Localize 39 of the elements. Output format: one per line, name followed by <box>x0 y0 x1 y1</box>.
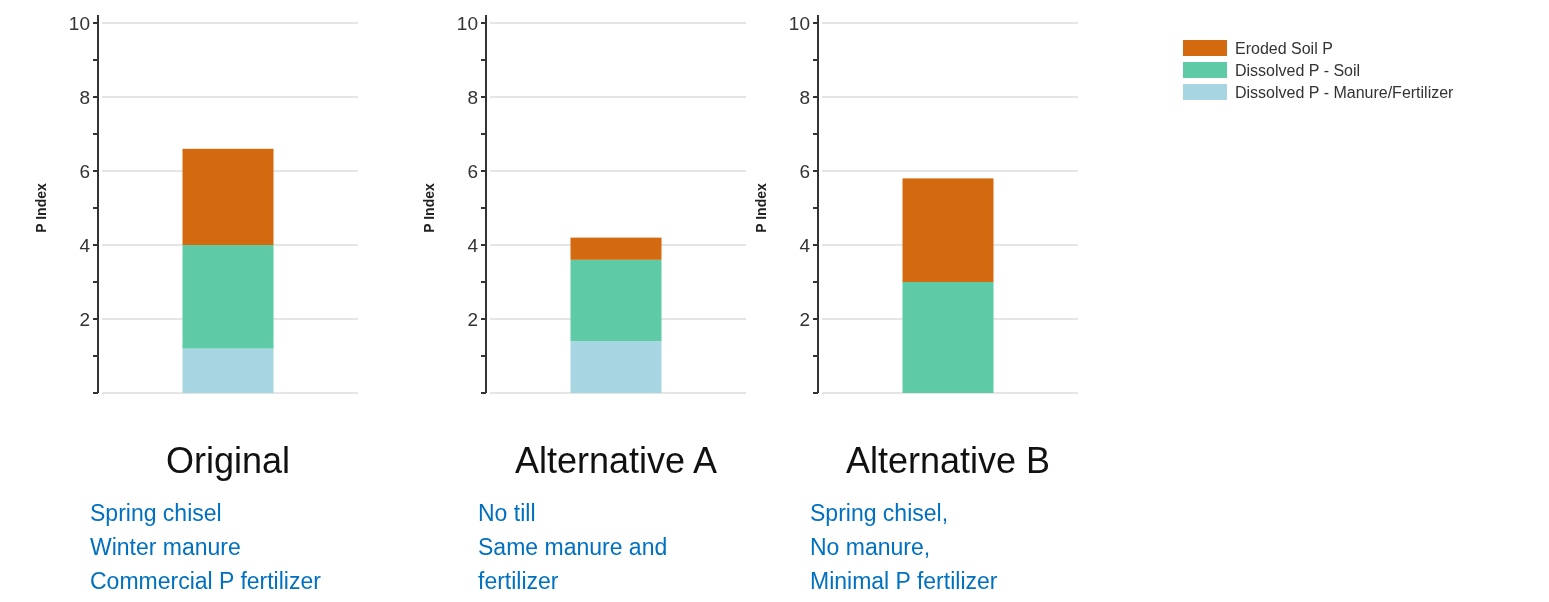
y-tick-label: 4 <box>467 234 479 256</box>
bar <box>570 259 662 342</box>
bar <box>182 148 274 245</box>
text: Spring chisel <box>90 500 222 526</box>
y-tick-label: 2 <box>79 308 90 330</box>
text: Spring chisel, <box>810 500 949 526</box>
y-tick-label: 8 <box>79 86 90 108</box>
text: Minimal P fertilizer <box>810 568 998 594</box>
y-tick-label: 2 <box>799 308 810 330</box>
text: No manure, <box>810 534 931 560</box>
y-tick-label: 6 <box>79 160 90 182</box>
legend-label: Dissolved P - Manure/Fertilizer <box>1235 83 1455 101</box>
y-tick-label: 4 <box>799 234 811 256</box>
bar <box>182 245 274 349</box>
text: Winter manure <box>90 534 241 560</box>
x-axis-title: Alternative B <box>845 440 1051 481</box>
y-tick-label: 10 <box>456 12 478 34</box>
bar <box>570 237 662 260</box>
text: fertilizer <box>478 568 559 594</box>
y-tick-label: 8 <box>799 86 810 108</box>
bar <box>570 341 662 393</box>
y-tick-label: 4 <box>79 234 91 256</box>
text: No till <box>478 500 536 526</box>
text: Commercial P fertilizer <box>90 568 322 594</box>
x-axis-title: Original <box>165 440 291 481</box>
y-tick-label: 10 <box>788 12 810 34</box>
y-tick-label: 6 <box>799 160 810 182</box>
x-axis-title: Alternative A <box>514 440 718 481</box>
y-axis-title: P Index <box>753 183 769 233</box>
bar <box>182 348 274 393</box>
y-tick-label: 10 <box>68 12 90 34</box>
text: Same manure and <box>478 534 668 560</box>
y-tick-label: 2 <box>467 308 478 330</box>
y-axis-title: P Index <box>421 183 437 233</box>
legend-label: Eroded Soil P <box>1235 39 1333 57</box>
y-tick-label: 6 <box>467 160 478 182</box>
legend-label: Dissolved P - Soil <box>1235 61 1361 79</box>
y-axis-title: P Index <box>33 183 49 233</box>
y-tick-label: 8 <box>467 86 478 108</box>
